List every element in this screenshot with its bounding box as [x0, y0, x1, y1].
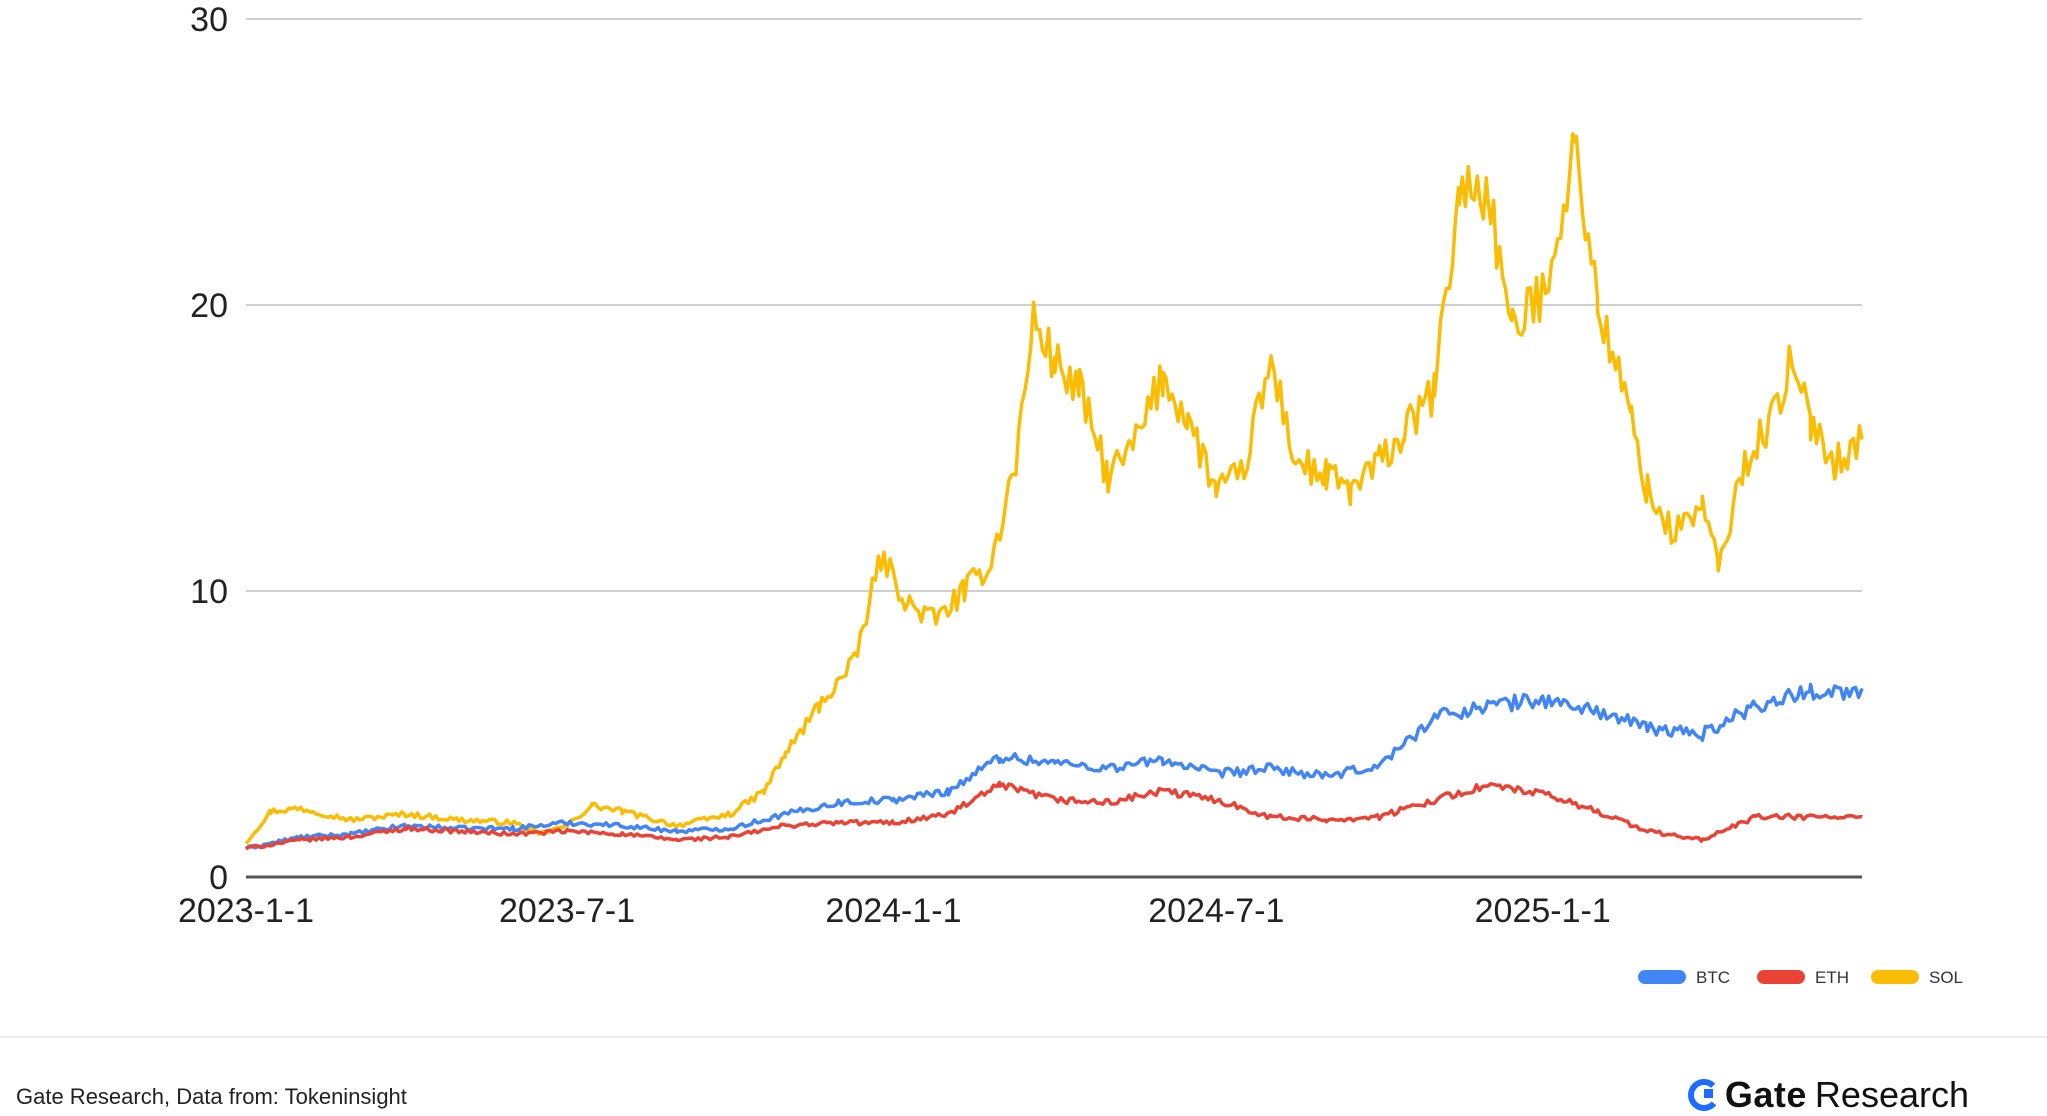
x-tick-label: 2023-1-1 — [178, 892, 314, 930]
y-tick-label: 20 — [190, 287, 228, 325]
legend: BTC ETH SOL — [1638, 968, 1963, 987]
y-tick-label: 0 — [209, 859, 228, 897]
axis-ticks: 0 10 20 30 2023-1-1 2023-7-1 2024-1-1 2024-7-1 2… — [178, 1, 1611, 930]
x-tick-label: 2024-1-1 — [825, 892, 961, 930]
brand-logo: Gate Research — [1687, 1074, 1969, 1116]
legend-swatch-eth — [1757, 970, 1805, 984]
series-line-btc — [244, 682, 1864, 851]
x-tick-label: 2023-7-1 — [499, 892, 635, 930]
chart-svg: 0 10 20 30 2023-1-1 2023-7-1 2024-1-1 2024-7-1 2… — [178, 1, 1963, 987]
legend-label-sol: SOL — [1929, 968, 1963, 987]
series-line-sol — [244, 132, 1864, 845]
line-chart: 0 10 20 30 2023-1-1 2023-7-1 2024-1-1 2024-7-1 2… — [178, 1, 1963, 987]
legend-swatch-sol — [1871, 970, 1919, 984]
y-tick-label: 10 — [190, 573, 228, 611]
brand-name: Gate — [1724, 1074, 1807, 1115]
series-line-eth — [245, 780, 1864, 851]
x-tick-label: 2025-1-1 — [1475, 892, 1611, 930]
source-note: Gate Research, Data from: Tokeninsight — [16, 1084, 407, 1109]
gate-logo-icon — [1687, 1079, 1720, 1111]
series-lines — [244, 132, 1864, 851]
y-tick-label: 30 — [190, 1, 228, 39]
legend-swatch-btc — [1638, 970, 1686, 984]
legend-label-eth: ETH — [1815, 968, 1849, 987]
legend-label-btc: BTC — [1696, 968, 1730, 987]
footer-divider — [0, 1036, 2047, 1038]
grid-lines — [246, 18, 1862, 879]
x-tick-label: 2024-7-1 — [1148, 892, 1284, 930]
brand-suffix: Research — [1814, 1074, 1969, 1115]
